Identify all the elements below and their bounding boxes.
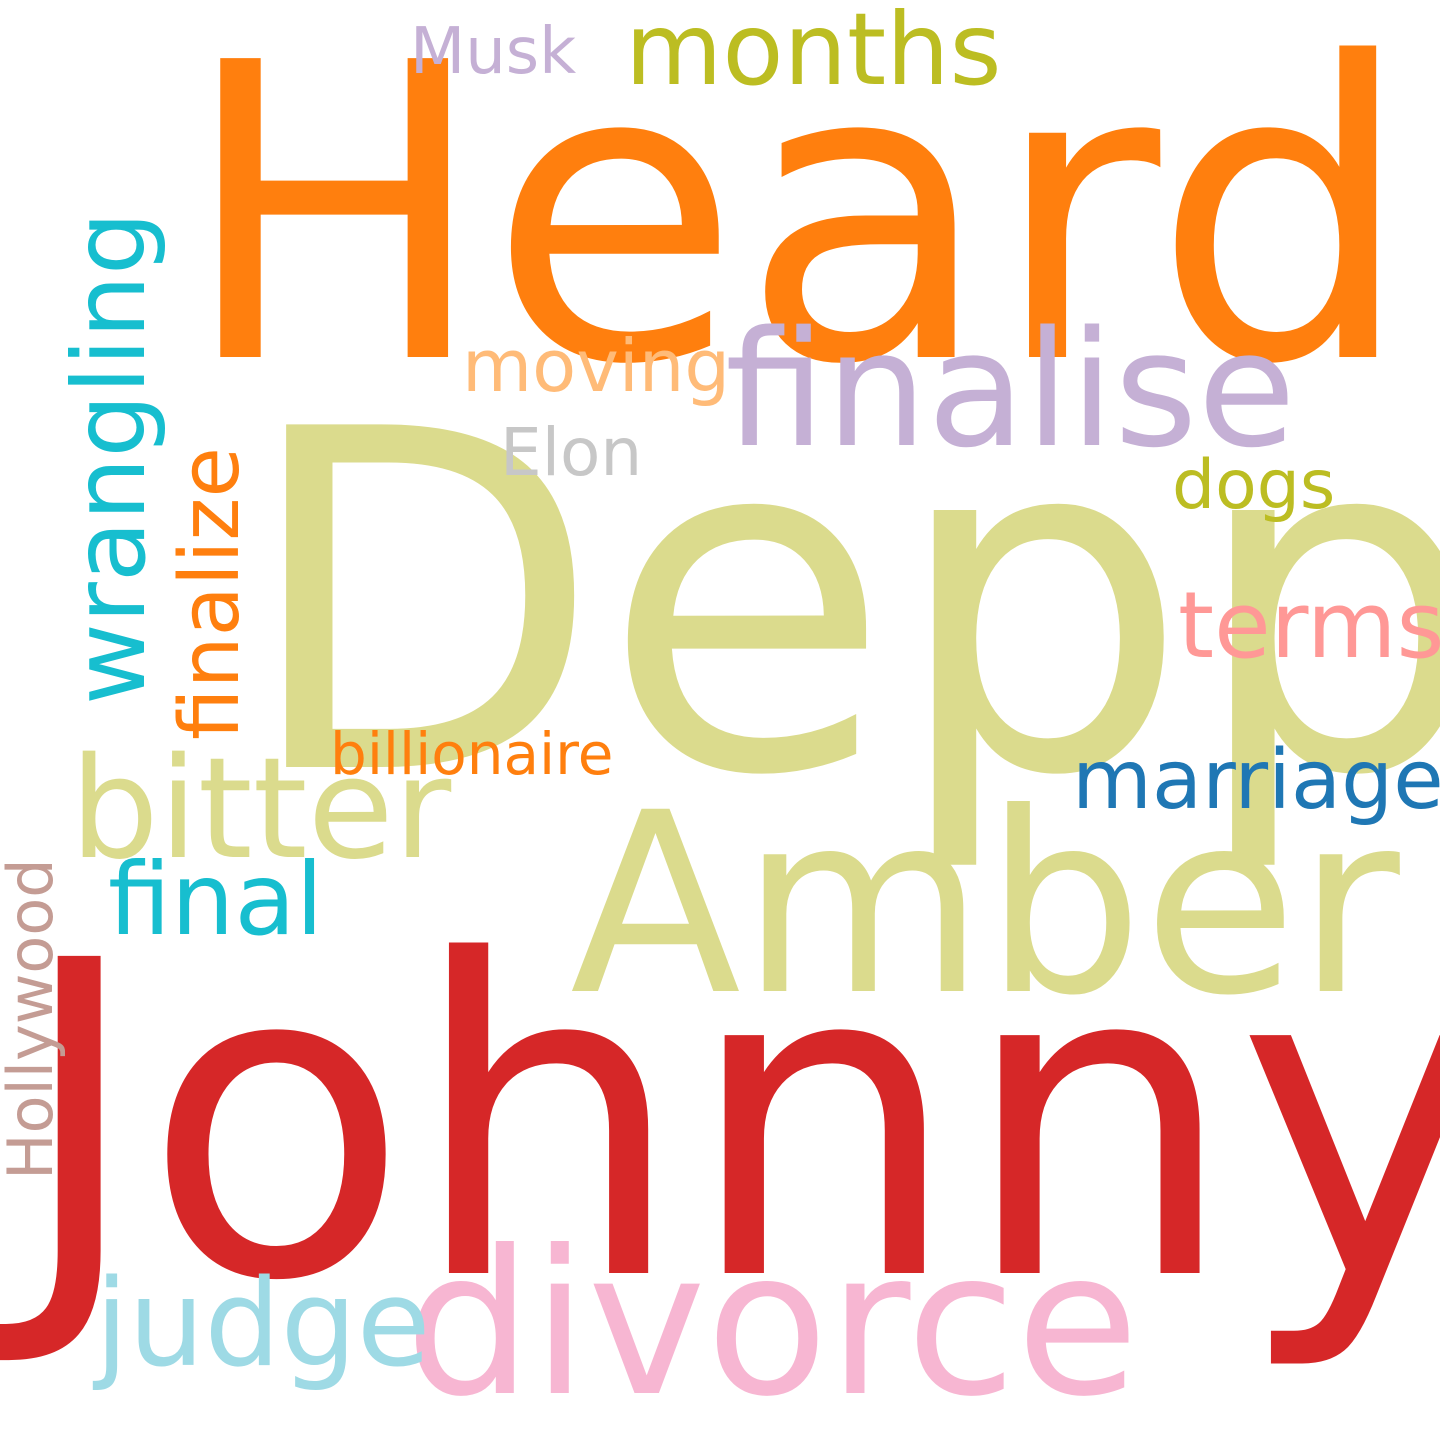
word-finalise: finalise <box>725 296 1296 483</box>
word-marriage: marriage <box>1072 733 1440 828</box>
word-bitter: bitter <box>70 728 452 891</box>
word-judge: judge <box>95 1255 431 1394</box>
word-terms: terms <box>1178 572 1440 679</box>
word-moving: moving <box>462 324 731 408</box>
word-billionaire: billionaire <box>330 720 614 788</box>
word-dogs: dogs <box>1172 446 1336 525</box>
word-heard: Heard <box>180 0 1414 454</box>
word-musk: Musk <box>410 15 577 89</box>
word-finalize: finalize <box>163 447 258 740</box>
word-divorce: divorce <box>405 1208 1140 1440</box>
word-hollywood: Hollywood <box>0 858 67 1180</box>
word-final: final <box>108 841 324 958</box>
word-depp: Depp <box>240 331 1440 878</box>
word-johnny: Johnny <box>15 869 1440 1376</box>
word-months: months <box>625 0 1002 108</box>
word-elon: Elon <box>500 414 643 491</box>
word-amber: Amber <box>570 759 1400 1050</box>
word-wrangling: wrangling <box>51 211 168 705</box>
